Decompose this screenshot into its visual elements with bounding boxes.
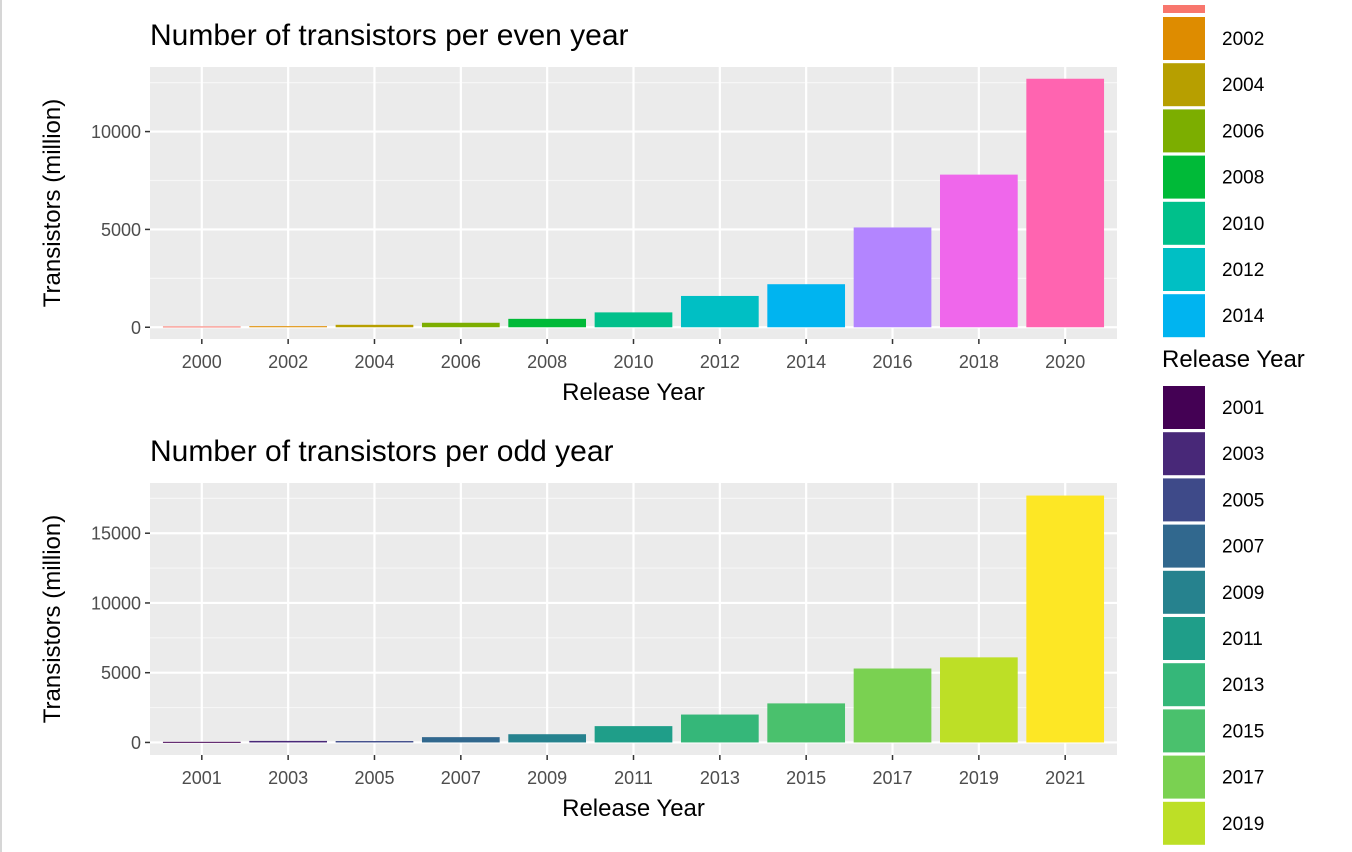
legend-key-2010 bbox=[1163, 201, 1205, 245]
legend-label: 2015 bbox=[1222, 721, 1264, 742]
x-tick-label: 2001 bbox=[182, 768, 222, 788]
bar-2014 bbox=[767, 284, 846, 328]
legend-key-2015 bbox=[1163, 709, 1205, 753]
bar-2019 bbox=[940, 657, 1018, 743]
bar-2010 bbox=[594, 312, 673, 328]
x-tick-label: 2008 bbox=[527, 352, 567, 372]
legend-key-2013 bbox=[1163, 663, 1205, 707]
x-tick-label: 2005 bbox=[354, 768, 394, 788]
legend-label: 2004 bbox=[1222, 75, 1265, 96]
legend-label: 2007 bbox=[1222, 537, 1264, 558]
legend-key-2006 bbox=[1163, 109, 1205, 153]
bar-2012 bbox=[680, 295, 759, 328]
legend-label: 2009 bbox=[1222, 583, 1264, 604]
y-tick-label: 10000 bbox=[91, 593, 141, 613]
bar-2016 bbox=[853, 227, 932, 328]
legend-key-2011 bbox=[1163, 617, 1205, 660]
chart-panel-2: 0 5000 10000 15000 2001 2003 2005 2007 2009 2011 2… bbox=[39, 435, 1117, 822]
legend-label: 2003 bbox=[1222, 444, 1264, 465]
bar-2005 bbox=[335, 741, 414, 743]
bar-2021 bbox=[1026, 495, 1105, 743]
x-tick-label: 2009 bbox=[527, 768, 567, 788]
legend-title: Release Year bbox=[1162, 346, 1305, 373]
bar-2003 bbox=[249, 740, 327, 743]
x-tick-label: 2018 bbox=[959, 352, 999, 372]
legend-label: 2012 bbox=[1222, 260, 1264, 281]
bar-2011 bbox=[594, 726, 673, 743]
x-tick-label: 2021 bbox=[1045, 768, 1085, 788]
legend-key-2004 bbox=[1163, 63, 1205, 107]
bar-2009 bbox=[508, 734, 587, 743]
x-tick-label: 2010 bbox=[613, 352, 653, 372]
bar-2008 bbox=[508, 318, 587, 328]
legend-key-2001 bbox=[1163, 386, 1205, 429]
x-tick-label: 2020 bbox=[1045, 352, 1085, 372]
x-tick-label: 2004 bbox=[354, 352, 394, 372]
chart-title: Number of transistors per even year bbox=[150, 19, 629, 52]
x-tick-label: 2014 bbox=[786, 352, 826, 372]
bar-2007 bbox=[421, 737, 500, 743]
x-tick-label: 2003 bbox=[268, 768, 308, 788]
legend-label: 2002 bbox=[1222, 29, 1264, 50]
legend-label: 2010 bbox=[1222, 214, 1264, 235]
y-tick-label: 0 bbox=[131, 733, 141, 753]
x-axis-label: Release Year bbox=[562, 795, 705, 822]
legend: 2002 2004 2006 2008 2010 2012 2014 Release Year… bbox=[1162, 5, 1305, 845]
legend-label: 2014 bbox=[1222, 306, 1265, 327]
bar-2017 bbox=[853, 668, 932, 743]
legend-key-2008 bbox=[1163, 155, 1205, 199]
bar-2001 bbox=[162, 741, 241, 743]
legend-label: 2006 bbox=[1222, 121, 1264, 142]
x-tick-label: 2016 bbox=[872, 352, 912, 372]
bar-2004 bbox=[335, 324, 414, 328]
x-tick-label: 2000 bbox=[182, 352, 222, 372]
bar-2006 bbox=[421, 322, 500, 328]
y-tick-label: 10000 bbox=[91, 122, 141, 142]
bar-2018 bbox=[940, 174, 1018, 328]
bar-2000 bbox=[162, 326, 241, 328]
bar-2020 bbox=[1026, 78, 1105, 328]
y-axis-label: Transistors (million) bbox=[39, 99, 66, 307]
x-tick-label: 2011 bbox=[614, 768, 653, 788]
legend-key-2009 bbox=[1163, 570, 1205, 614]
chart-panel-1: 0 5000 10000 2000 2002 2004 2006 2008 2010 2012 20… bbox=[39, 19, 1117, 406]
legend-key-2005 bbox=[1163, 478, 1205, 522]
legend-key-2007 bbox=[1163, 524, 1205, 568]
x-tick-label: 2006 bbox=[441, 352, 481, 372]
bar-2013 bbox=[680, 714, 759, 743]
legend-key-2002 bbox=[1163, 17, 1205, 60]
legend-key-2003 bbox=[1163, 432, 1205, 476]
legend-key-2019 bbox=[1163, 801, 1205, 845]
legend-key-2012 bbox=[1163, 248, 1205, 291]
legend-label: 2019 bbox=[1222, 814, 1264, 835]
bar-2002 bbox=[249, 326, 327, 328]
x-tick-label: 2007 bbox=[441, 768, 481, 788]
x-tick-label: 2013 bbox=[700, 768, 740, 788]
x-tick-label: 2012 bbox=[700, 352, 740, 372]
legend-key-partial bbox=[1163, 5, 1205, 13]
legend-label: 2017 bbox=[1222, 768, 1264, 789]
x-tick-label: 2017 bbox=[872, 768, 912, 788]
x-tick-label: 2019 bbox=[959, 768, 999, 788]
legend-label: 2013 bbox=[1222, 675, 1264, 696]
legend-label: 2001 bbox=[1222, 398, 1264, 419]
chart-title: Number of transistors per odd year bbox=[150, 435, 614, 468]
x-tick-label: 2002 bbox=[268, 352, 308, 372]
y-axis-label: Transistors (million) bbox=[39, 515, 66, 723]
y-tick-label: 0 bbox=[131, 318, 141, 338]
legend-key-2014 bbox=[1163, 294, 1205, 338]
legend-label: 2008 bbox=[1222, 168, 1264, 189]
legend-label: 2005 bbox=[1222, 490, 1264, 511]
window-edge bbox=[0, 0, 2, 852]
bar-2015 bbox=[767, 703, 846, 743]
x-axis-label: Release Year bbox=[562, 379, 705, 406]
y-tick-label: 15000 bbox=[91, 524, 141, 544]
y-tick-label: 5000 bbox=[101, 663, 141, 683]
legend-label: 2011 bbox=[1222, 629, 1263, 650]
x-tick-label: 2015 bbox=[786, 768, 826, 788]
y-tick-label: 5000 bbox=[101, 220, 141, 240]
legend-key-2017 bbox=[1163, 755, 1205, 799]
